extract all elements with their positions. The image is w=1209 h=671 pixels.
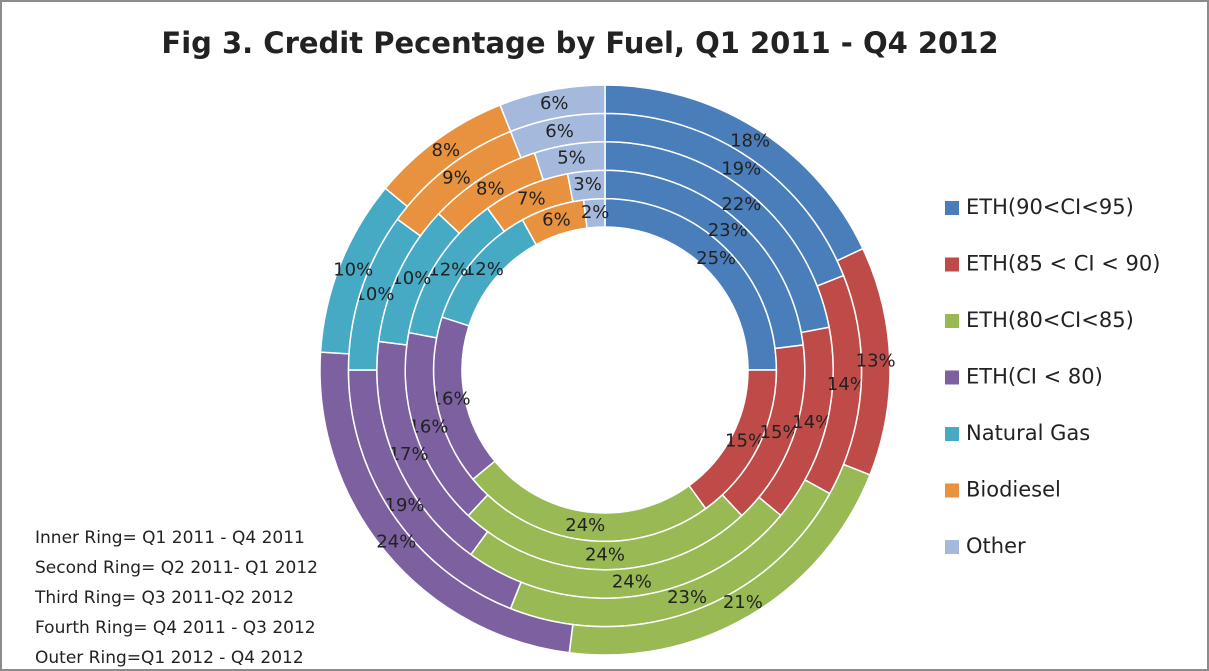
data-label: 24% (585, 545, 625, 566)
legend-swatch (945, 314, 959, 328)
legend-swatch (945, 540, 959, 554)
legend-label: ETH(80<CI<85) (966, 308, 1134, 332)
data-label: 22% (721, 194, 761, 215)
ring-note: Outer Ring=Q1 2012 - Q4 2012 (35, 648, 304, 668)
ring-segment (499, 84, 606, 133)
data-label: 13% (856, 350, 896, 371)
data-label: 6% (545, 121, 574, 142)
legend-swatch (945, 483, 959, 498)
data-label: 6% (542, 209, 571, 230)
data-label: 5% (557, 148, 586, 169)
legend-label: Natural Gas (966, 421, 1090, 445)
data-label: 23% (708, 220, 748, 241)
data-label: 24% (565, 515, 605, 536)
legend-swatch (945, 257, 959, 272)
ring-note: Fourth Ring= Q4 2011 - Q3 2012 (35, 618, 316, 638)
data-label: 24% (376, 532, 416, 553)
data-label: 7% (517, 189, 546, 210)
legend-label: ETH(CI < 80) (966, 365, 1103, 389)
data-label: 3% (573, 174, 602, 195)
legend-label: Other (966, 534, 1026, 558)
legend-swatch (945, 370, 959, 385)
data-label: 9% (442, 167, 471, 188)
data-label: 10% (391, 268, 431, 289)
data-label: 18% (730, 130, 770, 151)
data-label: 24% (612, 571, 652, 592)
data-label: 14% (827, 374, 867, 395)
data-label: 16% (431, 388, 471, 409)
data-label: 2% (581, 202, 610, 223)
data-label: 8% (476, 178, 505, 199)
legend-swatch (945, 201, 959, 215)
data-label: 16% (408, 416, 448, 437)
ring-note: Third Ring= Q3 2011-Q2 2012 (34, 588, 294, 608)
data-label: 6% (540, 93, 569, 114)
data-label: 17% (389, 444, 429, 465)
ring-note: Inner Ring= Q1 2011 - Q4 2011 (35, 528, 305, 548)
legend-label: ETH(90<CI<95) (966, 195, 1134, 219)
data-label: 14% (792, 412, 832, 433)
data-label: 12% (464, 259, 504, 280)
data-label: 10% (354, 284, 394, 305)
data-label: 19% (385, 495, 425, 516)
data-label: 8% (432, 140, 461, 161)
legend-label: ETH(85 < CI < 90) (966, 252, 1160, 276)
ring-note: Second Ring= Q2 2011- Q1 2012 (35, 558, 318, 578)
data-label: 12% (428, 260, 468, 281)
data-label: 15% (760, 422, 800, 443)
legend-label: Biodiesel (966, 478, 1061, 502)
legend-swatch (945, 427, 959, 441)
data-label: 23% (667, 587, 707, 608)
data-label: 19% (721, 159, 761, 180)
chart-title: Fig 3. Credit Pecentage by Fuel, Q1 2011… (161, 26, 998, 60)
data-label: 10% (333, 259, 373, 280)
data-label: 21% (723, 592, 763, 613)
data-label: 25% (696, 248, 736, 269)
data-label: 15% (725, 430, 765, 451)
